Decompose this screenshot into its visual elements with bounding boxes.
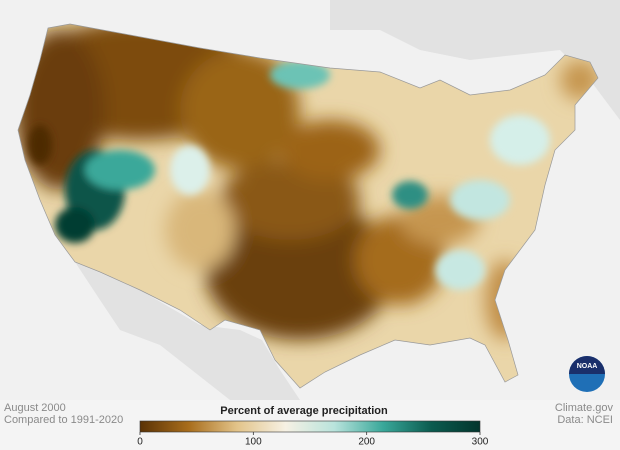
colorbar <box>139 420 481 433</box>
canada <box>330 0 620 120</box>
colorbar-tick-label: 300 <box>472 437 489 448</box>
legend-title: Percent of average precipitation <box>220 405 388 417</box>
date: August 2000 <box>4 402 66 414</box>
baseline: Compared to 1991-2020 <box>4 414 123 426</box>
data-source: Data: NCEI <box>557 414 613 426</box>
noaa-logo: NOAA <box>569 356 605 392</box>
logo-top <box>569 356 605 374</box>
source: Climate.gov <box>555 402 614 414</box>
colorbar-tick-label: 0 <box>137 437 143 448</box>
colorbar-tick-label: 200 <box>358 437 375 448</box>
us-outline <box>17 23 599 389</box>
legend: 0 100 200 300 <box>137 420 489 448</box>
logo-text: NOAA <box>577 363 598 370</box>
mexico <box>75 262 300 400</box>
colorbar-tick-label: 100 <box>245 437 262 448</box>
